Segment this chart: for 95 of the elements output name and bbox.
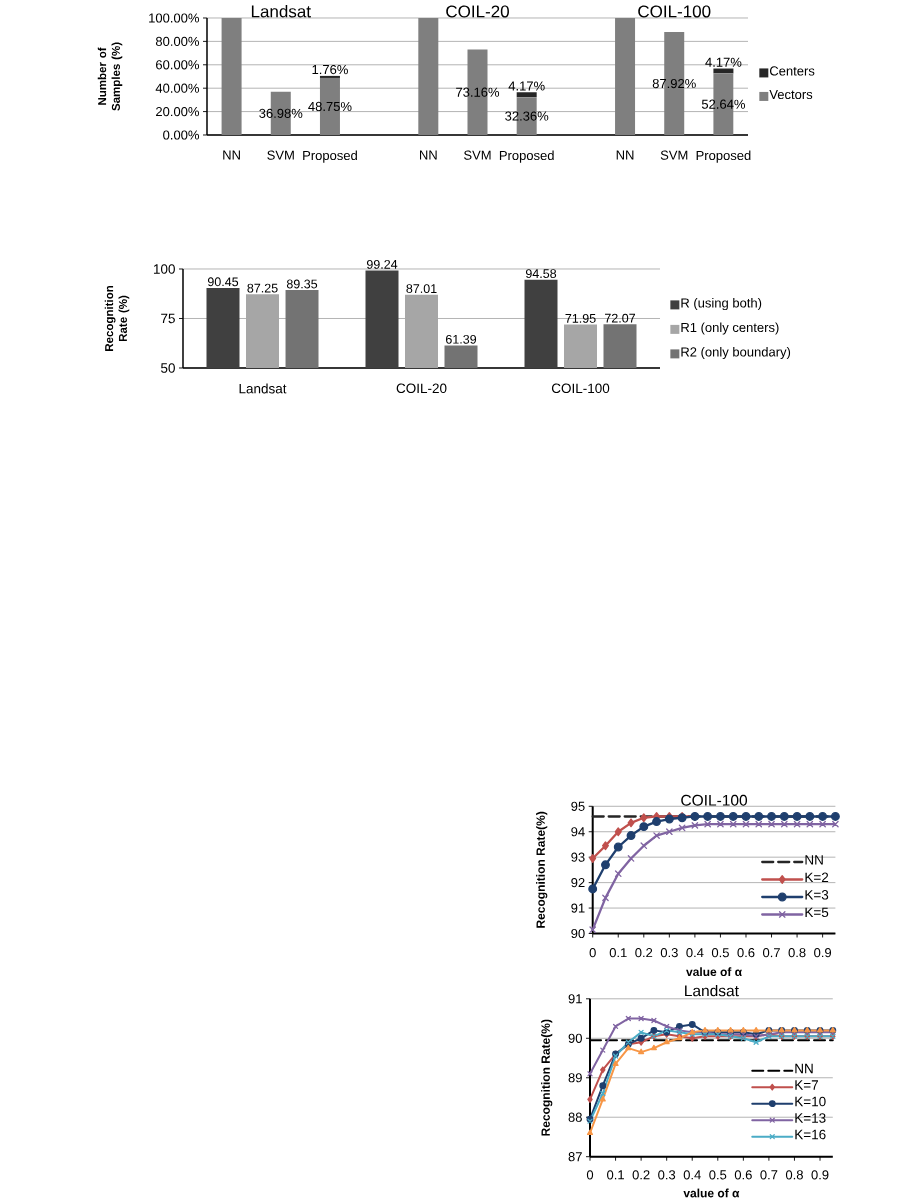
chart-title: COIL-100	[681, 794, 748, 806]
x-tick-label: NN	[616, 150, 634, 160]
data-label: 1.76%	[312, 64, 348, 75]
data-label: 4.17%	[705, 57, 742, 67]
x-tick-label: Proposed	[696, 150, 751, 163]
text: Landsat	[251, 4, 311, 18]
x-tick-label: 0.1	[609, 948, 627, 958]
x-tick-label: 0.7	[763, 948, 780, 958]
x-tick-label: 0.4	[686, 948, 704, 958]
x-tick-label: COIL-100	[551, 383, 610, 394]
y-tick-label: 95	[571, 801, 585, 811]
x-tick-label: 0.7	[760, 1170, 778, 1180]
x-tick-label: 0.1	[607, 1170, 624, 1180]
x-axis-title: value of α	[686, 967, 742, 977]
x-tick-label: 0.6	[737, 948, 755, 958]
y-tick-label: 20.00%	[156, 106, 199, 117]
x-axis-title: value of α	[683, 1188, 740, 1198]
y-tick-label: 100	[153, 264, 175, 274]
legend-label: R (using both)	[681, 297, 762, 311]
x-tick-label: Proposed	[303, 150, 357, 163]
y-tick-label: 75	[161, 313, 175, 324]
y-tick-label: 100.00%	[149, 13, 199, 23]
y-axis-title: Number of Samples (%)	[97, 42, 123, 111]
x-tick-label: 0.9	[814, 948, 832, 958]
legend-label: K=7	[795, 1080, 818, 1090]
y-axis-title: Recognition Rate (%)	[104, 285, 130, 351]
y-tick-label: 60.00%	[156, 60, 199, 70]
x-tick-label: 0.8	[785, 1170, 803, 1180]
x-tick-label: 0	[589, 948, 596, 958]
text: COIL-20	[446, 5, 509, 18]
x-tick-label: SVM	[464, 150, 491, 160]
y-tick-label: 90	[568, 1033, 582, 1043]
data-label: 89.35	[286, 279, 318, 289]
data-label: 94.58	[525, 269, 557, 279]
y-tick-label: 88	[568, 1112, 582, 1122]
legend-label: NN	[795, 1063, 813, 1074]
x-tick-label: 0.9	[811, 1170, 829, 1180]
x-tick-label: Landsat	[239, 383, 287, 394]
y-tick-label: 40.00%	[155, 83, 199, 93]
y-tick-label: 80.00%	[155, 36, 199, 46]
legend-label: K=2	[805, 872, 829, 882]
data-label: 87.92%	[652, 78, 696, 89]
legend-label: Vectors	[769, 89, 813, 100]
legend-label: R2 (only boundary)	[681, 346, 791, 360]
x-tick-label: 0.3	[660, 948, 678, 958]
y-tick-label: 92	[571, 878, 585, 888]
legend-label: K=10	[795, 1096, 826, 1107]
x-tick-label: 0.6	[734, 1170, 752, 1180]
data-label: 4.17%	[508, 81, 545, 91]
y-tick-label: 89	[568, 1073, 582, 1083]
x-tick-label: 0	[586, 1170, 594, 1180]
data-label: 61.39	[445, 334, 477, 344]
legend-label: NN	[805, 855, 823, 865]
data-label: 87.25	[247, 283, 278, 293]
x-tick-label: 0.2	[635, 948, 653, 958]
data-label: 99.24	[366, 259, 398, 269]
x-tick-label: 0.3	[658, 1170, 676, 1180]
x-tick-label: 0.8	[788, 948, 806, 958]
x-tick-label: 0.4	[683, 1170, 701, 1180]
chart-title: Landsat	[685, 984, 739, 997]
x-tick-label: NN	[223, 150, 240, 160]
data-label: 52.64%	[701, 99, 745, 109]
legend-label: K=16	[795, 1129, 826, 1140]
y-tick-label: 87	[568, 1152, 582, 1162]
data-label: 87.01	[406, 284, 437, 294]
data-label: 90.45	[207, 277, 239, 287]
y-tick-label: 94	[571, 827, 585, 837]
legend-label: K=3	[805, 890, 829, 900]
x-tick-label: SVM	[267, 150, 294, 160]
data-label: 71.95	[565, 313, 596, 323]
x-tick-label: SVM	[660, 150, 688, 160]
legend-label: K=13	[795, 1113, 826, 1123]
y-axis-title: Recognition Rate(%)	[536, 811, 548, 928]
y-tick-label: 90	[571, 928, 585, 939]
legend-label: R1 (only centers)	[681, 322, 779, 335]
legend-label: K=5	[805, 907, 829, 918]
data-label: 32.36%	[505, 111, 549, 121]
data-label: 72.07	[605, 313, 636, 323]
x-tick-label: 0.5	[711, 948, 729, 958]
x-tick-label: 0.2	[632, 1170, 650, 1180]
y-tick-label: 91	[571, 903, 585, 913]
y-tick-label: 93	[571, 852, 585, 862]
x-tick-label: NN	[420, 150, 437, 160]
x-tick-label: 0.5	[709, 1170, 727, 1180]
x-tick-label: COIL-20	[396, 383, 447, 394]
x-tick-label: Proposed	[499, 150, 554, 163]
data-label: 36.98%	[259, 108, 303, 118]
y-tick-label: 91	[568, 994, 582, 1004]
text: COIL-100	[638, 5, 711, 18]
data-label: 73.16%	[456, 87, 500, 97]
legend-label: Centers	[769, 66, 815, 76]
data-label: 48.75%	[308, 101, 352, 112]
y-tick-label: 0.00%	[163, 130, 200, 140]
y-axis-title: Recognition Rate(%)	[541, 1019, 553, 1136]
y-tick-label: 50	[160, 363, 175, 373]
